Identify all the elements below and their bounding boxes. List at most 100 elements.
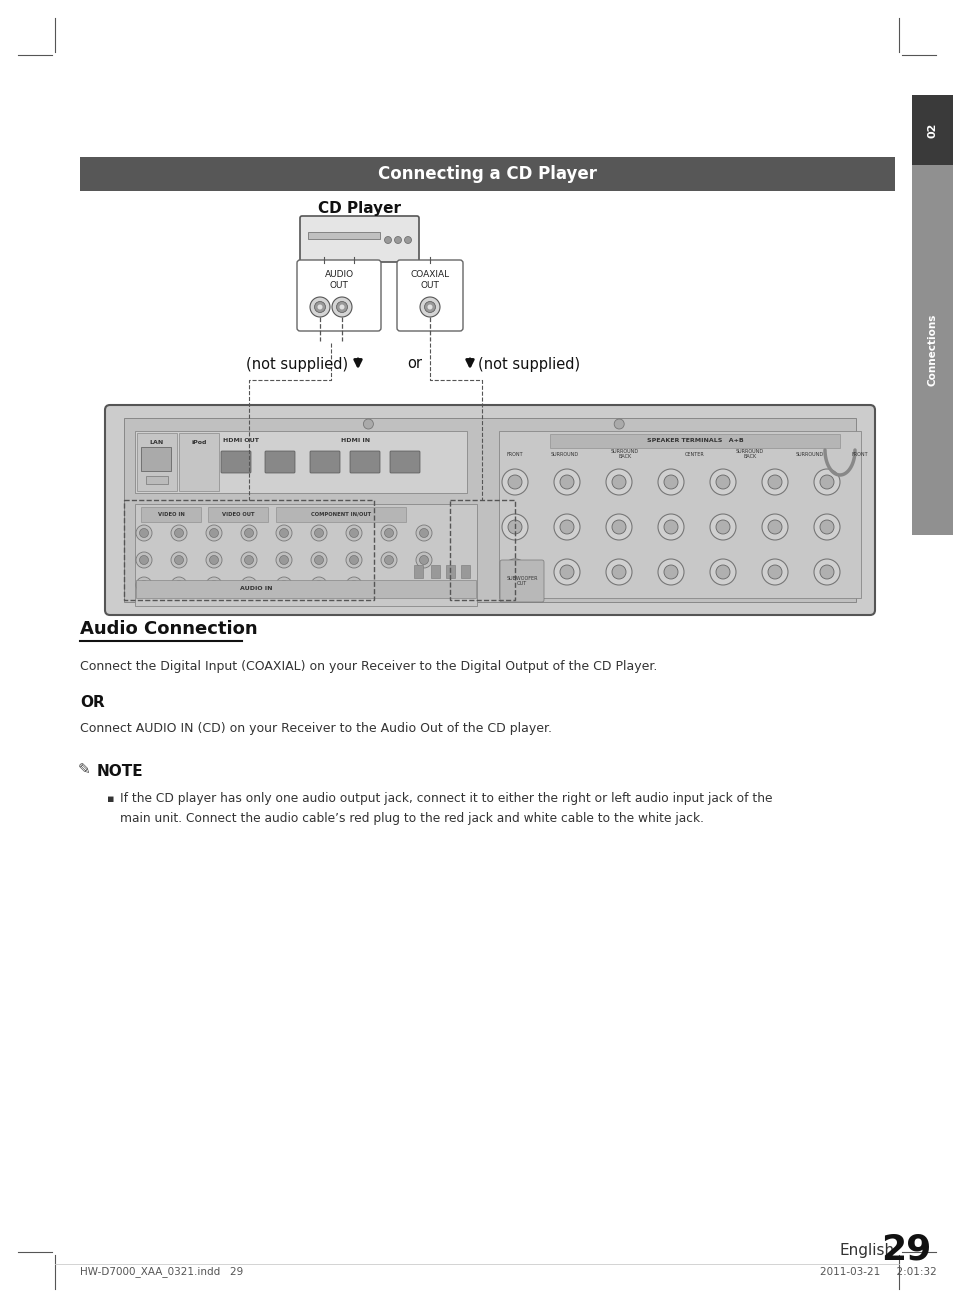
Text: Connect the Digital Input (COAXIAL) on your Receiver to the Digital Output of th: Connect the Digital Input (COAXIAL) on y… <box>80 660 657 673</box>
Circle shape <box>210 580 218 589</box>
Circle shape <box>658 469 683 495</box>
Circle shape <box>559 474 574 489</box>
FancyBboxPatch shape <box>137 433 177 491</box>
FancyBboxPatch shape <box>141 447 171 471</box>
Text: If the CD player has only one audio output jack, connect it to either the right : If the CD player has only one audio outp… <box>120 792 772 805</box>
Circle shape <box>424 302 435 312</box>
Circle shape <box>813 469 840 495</box>
Bar <box>550 434 840 448</box>
Text: SURROUND: SURROUND <box>551 451 578 456</box>
Text: OR: OR <box>80 695 105 710</box>
Circle shape <box>820 565 833 579</box>
FancyBboxPatch shape <box>498 431 861 599</box>
Circle shape <box>767 565 781 579</box>
Text: 29: 29 <box>880 1233 930 1266</box>
Circle shape <box>554 514 579 540</box>
Circle shape <box>612 565 625 579</box>
Text: English: English <box>840 1243 894 1257</box>
Circle shape <box>314 528 323 537</box>
Bar <box>308 233 379 239</box>
Circle shape <box>384 555 393 565</box>
Circle shape <box>416 525 432 541</box>
Text: main unit. Connect the audio cable’s red plug to the red jack and white cable to: main unit. Connect the audio cable’s red… <box>120 812 703 825</box>
Text: HW-D7000_XAA_0321.indd   29: HW-D7000_XAA_0321.indd 29 <box>80 1266 243 1277</box>
Bar <box>208 507 268 521</box>
Text: 02: 02 <box>927 123 937 137</box>
Circle shape <box>507 520 521 535</box>
FancyBboxPatch shape <box>499 559 543 603</box>
Circle shape <box>311 525 327 541</box>
Text: ✎: ✎ <box>78 762 91 776</box>
Text: or: or <box>407 357 422 371</box>
Circle shape <box>384 528 393 537</box>
Circle shape <box>171 552 187 569</box>
Bar <box>136 580 476 599</box>
Circle shape <box>279 528 288 537</box>
Text: LAN: LAN <box>150 439 164 444</box>
Circle shape <box>349 528 358 537</box>
Circle shape <box>314 580 323 589</box>
Circle shape <box>311 576 327 593</box>
Circle shape <box>395 237 401 243</box>
Text: Audio Connection: Audio Connection <box>80 620 257 638</box>
Circle shape <box>241 552 256 569</box>
Circle shape <box>559 565 574 579</box>
Circle shape <box>612 520 625 535</box>
FancyBboxPatch shape <box>350 451 379 473</box>
Circle shape <box>813 514 840 540</box>
Circle shape <box>663 474 678 489</box>
Circle shape <box>339 305 344 310</box>
Circle shape <box>241 576 256 593</box>
Text: SUBWOOFER
OUT: SUBWOOFER OUT <box>506 575 537 587</box>
Circle shape <box>419 297 439 318</box>
Circle shape <box>332 297 352 318</box>
Circle shape <box>346 552 361 569</box>
Circle shape <box>210 528 218 537</box>
Circle shape <box>716 520 729 535</box>
Circle shape <box>658 514 683 540</box>
Text: iPod: iPod <box>192 439 207 444</box>
Circle shape <box>716 565 729 579</box>
Circle shape <box>349 555 358 565</box>
Text: AUDIO
OUT: AUDIO OUT <box>324 271 354 290</box>
Circle shape <box>416 552 432 569</box>
Circle shape <box>136 552 152 569</box>
Circle shape <box>507 474 521 489</box>
Circle shape <box>174 528 183 537</box>
FancyBboxPatch shape <box>179 433 219 491</box>
Bar <box>275 507 406 521</box>
Circle shape <box>767 520 781 535</box>
Circle shape <box>244 580 253 589</box>
FancyBboxPatch shape <box>105 405 874 616</box>
Circle shape <box>419 555 428 565</box>
Circle shape <box>663 520 678 535</box>
Circle shape <box>507 565 521 579</box>
Circle shape <box>605 469 631 495</box>
FancyBboxPatch shape <box>390 451 419 473</box>
Circle shape <box>554 559 579 586</box>
Circle shape <box>658 559 683 586</box>
Text: AUDIO IN: AUDIO IN <box>239 587 272 592</box>
Text: Connecting a CD Player: Connecting a CD Player <box>377 165 597 183</box>
Bar <box>141 507 201 521</box>
Text: (not supplied): (not supplied) <box>477 357 579 371</box>
Text: 2011-03-21     2:01:32: 2011-03-21 2:01:32 <box>820 1266 936 1277</box>
Text: CD Player: CD Player <box>318 200 401 216</box>
Circle shape <box>605 514 631 540</box>
Bar <box>124 418 855 603</box>
Circle shape <box>139 580 149 589</box>
Circle shape <box>139 528 149 537</box>
FancyBboxPatch shape <box>221 451 251 473</box>
Circle shape <box>314 302 325 312</box>
FancyBboxPatch shape <box>414 565 422 578</box>
Circle shape <box>206 525 222 541</box>
Circle shape <box>317 305 322 310</box>
Text: VIDEO OUT: VIDEO OUT <box>221 511 254 516</box>
Text: CENTER: CENTER <box>684 451 704 456</box>
Circle shape <box>174 580 183 589</box>
Text: SPEAKER TERMINALS   A+B: SPEAKER TERMINALS A+B <box>646 439 742 443</box>
Bar <box>80 157 894 191</box>
FancyBboxPatch shape <box>310 451 339 473</box>
Circle shape <box>336 302 347 312</box>
Circle shape <box>427 305 432 310</box>
